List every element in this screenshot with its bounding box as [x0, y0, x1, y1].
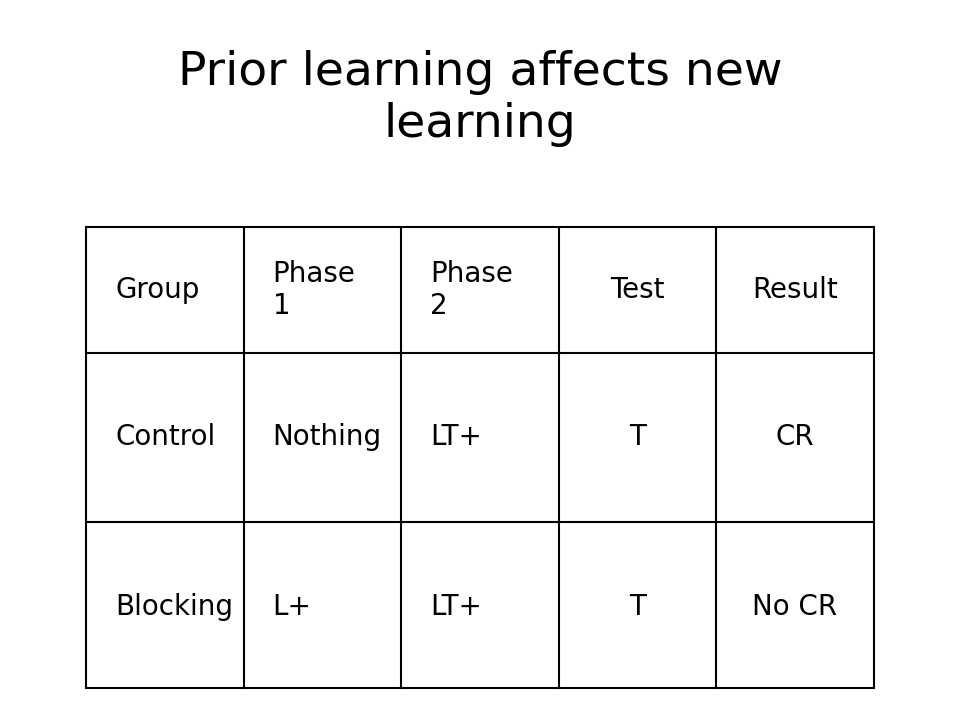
Text: Phase
2: Phase 2: [430, 260, 513, 320]
Text: LT+: LT+: [430, 423, 482, 451]
Text: Phase
1: Phase 1: [273, 260, 355, 320]
Text: Nothing: Nothing: [273, 423, 382, 451]
Text: Group: Group: [115, 276, 200, 304]
Text: Blocking: Blocking: [115, 593, 233, 621]
Text: T: T: [629, 593, 646, 621]
Bar: [86, 227, 874, 688]
Text: CR: CR: [776, 423, 814, 451]
Text: L+: L+: [273, 593, 311, 621]
Text: Control: Control: [115, 423, 215, 451]
Text: No CR: No CR: [753, 593, 837, 621]
Text: LT+: LT+: [430, 593, 482, 621]
Text: Test: Test: [611, 276, 664, 304]
Text: T: T: [629, 423, 646, 451]
Text: Result: Result: [752, 276, 838, 304]
Text: Prior learning affects new
learning: Prior learning affects new learning: [178, 50, 782, 148]
